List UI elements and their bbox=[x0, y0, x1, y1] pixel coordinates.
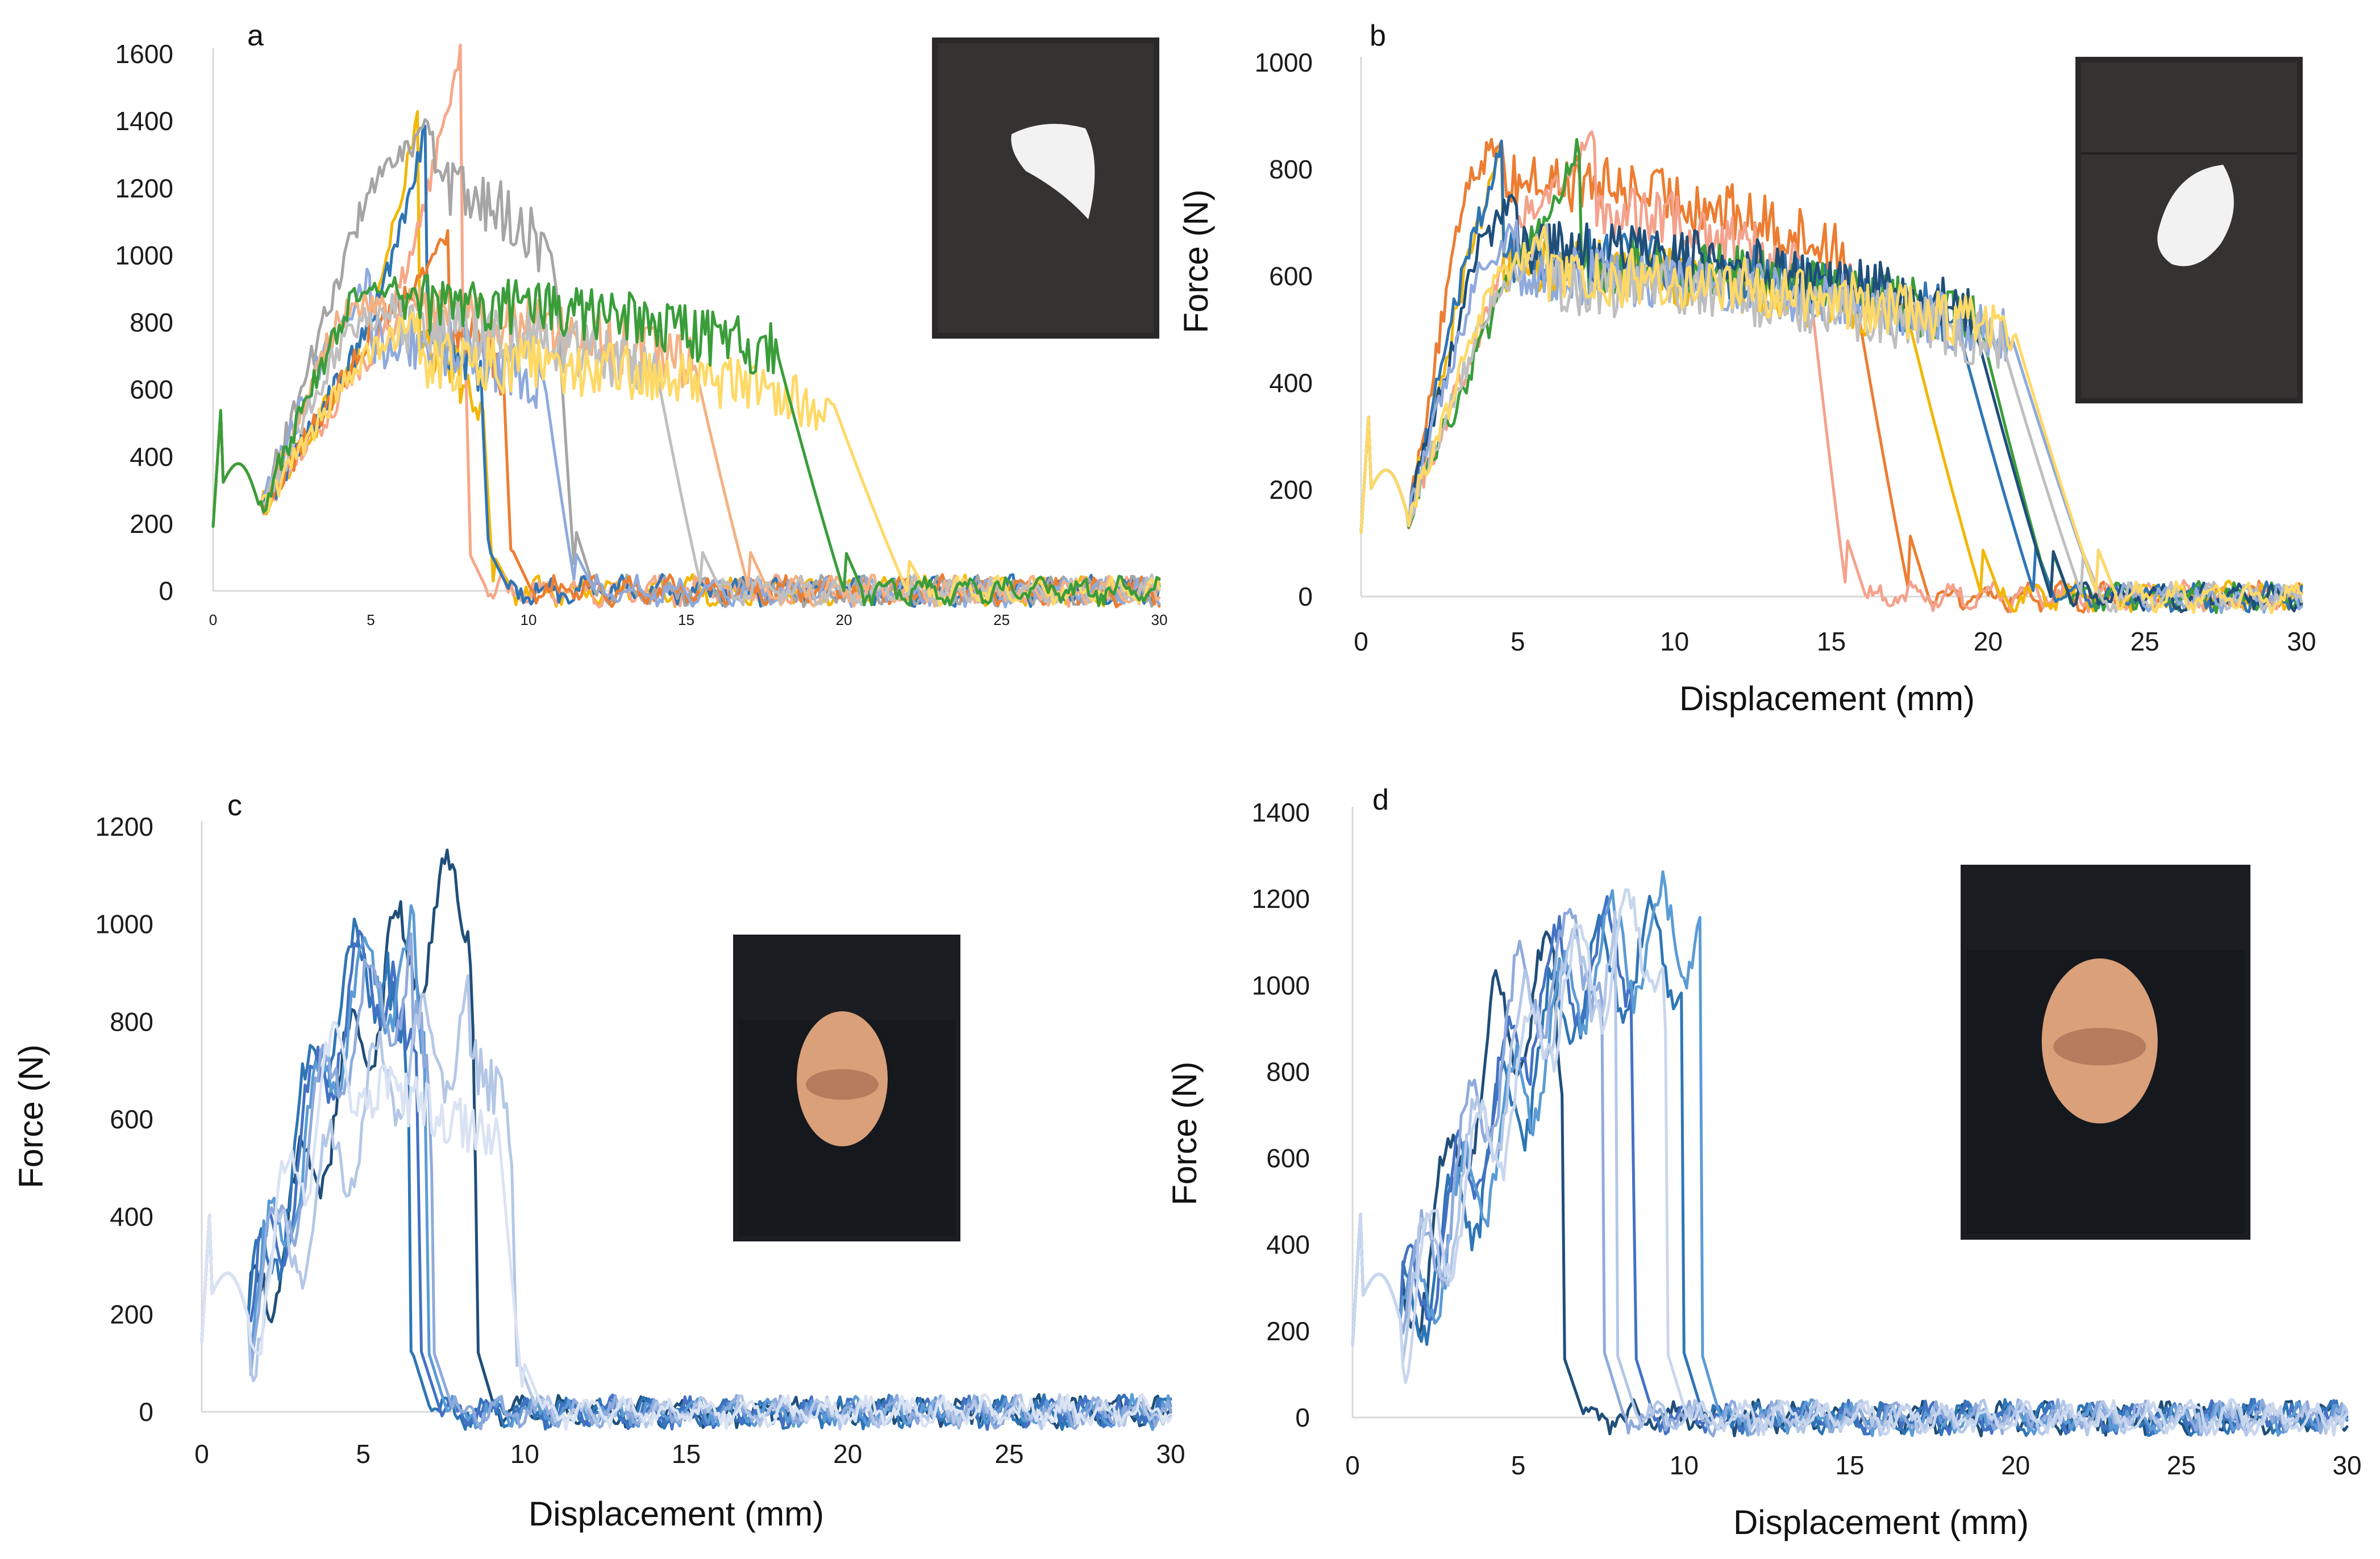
y-tick-label: 1000 bbox=[1255, 48, 1313, 77]
x-tick-label: 15 bbox=[678, 611, 694, 628]
y-tick-label: 0 bbox=[139, 1397, 153, 1427]
y-tick-label: 200 bbox=[1269, 475, 1313, 505]
x-axis-title-c: Displacement (mm) bbox=[529, 1495, 824, 1533]
panel-a: 0 200 400 600 800 1000 1200 1400 1600 0 5 10 15 20 25 3… bbox=[115, 19, 1168, 628]
y-tick-label: 600 bbox=[1266, 1144, 1310, 1173]
panel-letter-b: b bbox=[1370, 19, 1386, 52]
x-axis-title-d: Displacement (mm) bbox=[1733, 1503, 2029, 1541]
inset-photo-b bbox=[2075, 57, 2303, 403]
x-tick-label: 15 bbox=[672, 1439, 701, 1469]
white-sample-shape bbox=[1011, 124, 1095, 219]
x-tick-label: 20 bbox=[2001, 1450, 2030, 1480]
y-tick-label: 800 bbox=[130, 308, 173, 337]
x-tick-label: 10 bbox=[521, 611, 537, 628]
x-tick-label: 25 bbox=[993, 611, 1010, 628]
panel-letter-d: d bbox=[1372, 783, 1389, 816]
trace-c7 bbox=[200, 1021, 1172, 1431]
y-tick-label: 800 bbox=[1266, 1057, 1310, 1086]
y-tick-label: 1200 bbox=[95, 812, 153, 841]
y-tick-label: 1000 bbox=[95, 910, 153, 939]
y-tick-label: 1200 bbox=[115, 173, 173, 203]
trace-d7 bbox=[1351, 888, 2349, 1437]
y-tick-label: 400 bbox=[1269, 368, 1313, 398]
inset-photo-d bbox=[1961, 865, 2250, 1240]
y-tick-label: 1400 bbox=[115, 106, 173, 136]
panel-b: 0 200 400 600 800 1000 0 5 10 15 20 25 30 b Force (N) D… bbox=[1177, 19, 2316, 718]
panel-letter-c: c bbox=[227, 789, 242, 822]
y-tick-label: 1200 bbox=[1252, 884, 1310, 914]
y-tick-label: 1000 bbox=[115, 240, 173, 270]
panel-letter-a: a bbox=[247, 19, 264, 52]
x-tick-label: 30 bbox=[2287, 627, 2316, 656]
y-tick-label: 800 bbox=[110, 1007, 153, 1036]
y-tick-label: 1400 bbox=[1252, 798, 1310, 827]
x-tick-label: 20 bbox=[1974, 627, 2003, 656]
y-tick-label: 600 bbox=[1269, 261, 1313, 291]
x-tick-label: 5 bbox=[367, 611, 375, 628]
y-tick-label: 600 bbox=[110, 1104, 153, 1134]
trace-b9 bbox=[1359, 225, 2303, 615]
trace-a10 bbox=[211, 274, 1161, 607]
trace-b8 bbox=[1359, 223, 2303, 614]
x-tick-label: 10 bbox=[1660, 627, 1689, 656]
x-tick-label: 15 bbox=[1835, 1450, 1864, 1480]
x-tick-label: 20 bbox=[836, 611, 852, 628]
x-tick-label: 10 bbox=[1670, 1450, 1699, 1480]
y-tick-label: 1000 bbox=[1252, 970, 1310, 1000]
x-tick-label: 30 bbox=[1156, 1439, 1185, 1469]
y-tick-label: 400 bbox=[1266, 1230, 1310, 1260]
y-tick-label: 400 bbox=[130, 442, 173, 472]
y-axis-title-c: Force (N) bbox=[12, 1044, 50, 1188]
y-tick-label: 600 bbox=[130, 375, 173, 405]
y-tick-label: 800 bbox=[1269, 155, 1313, 184]
x-tick-label: 30 bbox=[1151, 611, 1168, 628]
x-axis-title-b: Displacement (mm) bbox=[1679, 680, 1975, 718]
x-tick-label: 0 bbox=[1345, 1450, 1360, 1480]
x-tick-label: 5 bbox=[356, 1439, 371, 1469]
x-tick-label: 25 bbox=[2167, 1450, 2196, 1480]
trace-c1 bbox=[200, 848, 1172, 1429]
y-tick-label: 1600 bbox=[115, 39, 173, 69]
x-tick-label: 25 bbox=[995, 1439, 1023, 1469]
x-tick-label: 10 bbox=[510, 1439, 539, 1469]
x-tick-label: 0 bbox=[1354, 627, 1368, 656]
trace-c3 bbox=[200, 929, 1172, 1431]
x-tick-label: 25 bbox=[2131, 627, 2160, 656]
y-tick-label: 400 bbox=[110, 1202, 153, 1232]
y-axis-title-d: Force (N) bbox=[1166, 1061, 1204, 1205]
y-tick-label: 0 bbox=[1295, 1403, 1310, 1432]
inset-photo-a bbox=[932, 37, 1159, 339]
x-tick-label: 0 bbox=[209, 611, 217, 628]
trace-a9 bbox=[211, 311, 1161, 607]
y-tick-label: 0 bbox=[1298, 582, 1313, 611]
trace-c4 bbox=[200, 904, 1172, 1431]
y-axis-title-b: Force (N) bbox=[1177, 189, 1215, 333]
x-tick-label: 15 bbox=[1817, 627, 1846, 656]
x-tick-label: 20 bbox=[833, 1439, 862, 1469]
white-sample-shape bbox=[2157, 165, 2234, 266]
y-tick-label: 0 bbox=[159, 576, 173, 606]
y-tick-label: 200 bbox=[110, 1299, 153, 1329]
panel-c: 0 200 400 600 800 1000 1200 0 5 10 15 20 25 30 c Force … bbox=[12, 789, 1185, 1533]
y-tick-label: 200 bbox=[130, 509, 173, 539]
inset-photo-c bbox=[733, 935, 960, 1241]
x-tick-label: 30 bbox=[2332, 1450, 2361, 1480]
x-tick-label: 0 bbox=[194, 1439, 209, 1469]
y-tick-label: 200 bbox=[1266, 1316, 1310, 1346]
x-tick-label: 5 bbox=[1511, 1450, 1526, 1480]
panel-d: 0 200 400 600 800 1000 1200 1400 0 5 10 15 20 25 30 d Fo… bbox=[1166, 783, 2362, 1541]
x-tick-label: 5 bbox=[1511, 627, 1525, 656]
